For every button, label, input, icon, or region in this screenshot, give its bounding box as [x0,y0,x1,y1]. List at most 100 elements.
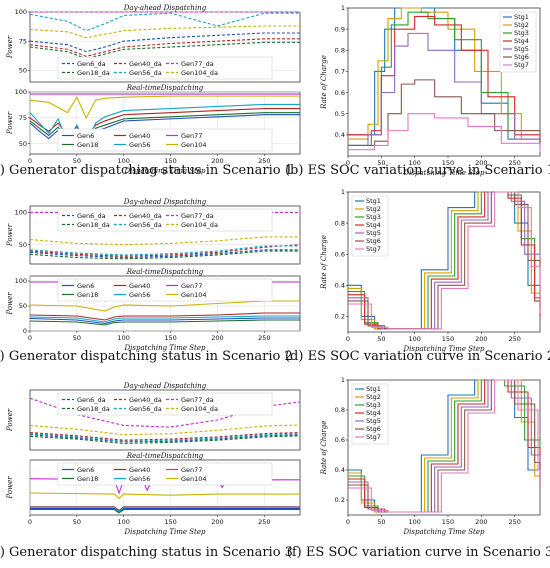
b-soc-ytick-label: 1 [341,4,345,12]
a-real-time-xtick-label: 250 [258,157,270,165]
a-day-ahead-ytick-label: 50 [19,67,27,75]
f-soc-legend-label: Stg2 [366,393,381,401]
f-soc-legend-label: Stg6 [366,425,381,433]
b-soc-ytick-label: 0.5 [335,110,345,118]
f-soc-xtick-label: 200 [475,518,487,526]
a-day-ahead-title: Day-ahead Dispatching [123,4,207,12]
f-soc-legend-label: Stg5 [366,417,381,425]
c-real-time-legend [57,278,273,302]
b-soc-ytick-label: 0.8 [335,46,345,54]
e-day-ahead-legend-label: Gen77_da [181,396,214,404]
c-real-time-chart [28,275,301,333]
c-real-time-xtick-label: 200 [211,334,223,342]
a-day-ahead-legend-label: Gen40_da [129,60,162,68]
b-soc-xtick-label: 250 [508,159,520,167]
b-soc-ytick-label: 0.9 [335,25,345,33]
c-real-time-series-gen40 [29,312,300,321]
a-real-time-ylabel: Power [6,111,14,135]
e-day-ahead-series-gen6_da [29,434,301,443]
b-soc-xlabel: Dispatching Time Step [403,169,485,177]
f-soc-legend-label: Stg4 [366,409,381,417]
e-day-ahead-legend [57,392,273,416]
e-day-ahead-ylabel: Power [6,408,14,432]
e-day-ahead-series-gen56_da [29,433,301,442]
c-real-time-legend-label: Gen77 [181,282,202,290]
d-soc-xtick-label: 250 [508,335,520,343]
a-day-ahead-series-gen18_da [29,41,300,60]
c-real-time-xtick-label: 250 [258,334,270,342]
a-real-time-xtick-label: 0 [28,157,32,165]
b-soc-chart [346,7,541,158]
c-day-ahead-legend-label: Gen18_da [77,221,110,229]
a-day-ahead-ytick-label: 75 [19,37,27,45]
b-soc-legend-label: Stg4 [514,37,529,45]
b-soc-legend-label: Stg7 [514,61,529,69]
b-soc-legend-label: Stg6 [514,53,529,61]
c-real-time-legend-label: Gen6 [77,282,94,290]
f-soc-legend-label: Stg1 [366,385,381,393]
d-soc-ytick-label: 0.8 [335,219,345,227]
c-real-time-ylabel: Power [6,292,14,316]
f-soc-series-stg6 [348,379,541,513]
a-day-ahead-legend-label: Gen77_da [181,60,214,68]
f-soc-ytick-label: 0.8 [335,406,345,414]
d-soc-legend-label: Stg4 [366,221,381,229]
d-soc-legend [351,195,389,257]
f-soc-legend-label: Stg3 [366,401,381,409]
d-soc-ytick-label: 1 [341,188,345,196]
e-day-ahead-legend-label: Gen40_da [129,396,162,404]
b-soc-xtick-label: 0 [346,159,350,167]
e-real-time-xtick-label: 150 [164,518,176,526]
e-real-time-legend-label: Gen18 [77,475,98,483]
a-real-time-xtick-label: 150 [164,157,176,165]
d-soc-series-stg6 [348,191,541,330]
a-day-ahead-legend-label: Gen104_da [181,69,218,77]
f-soc-xtick-label: 0 [346,518,350,526]
d-soc-xtick-label: 100 [408,335,420,343]
e-day-ahead-legend-label: Gen18_da [77,405,110,413]
b-soc-legend-label: Stg5 [514,45,529,53]
b-soc-ytick-label: 0.4 [335,131,345,139]
e-real-time-legend-label: Gen56 [129,475,150,483]
e-day-ahead-title: Day-ahead Dispatching [123,382,207,390]
f-soc-xtick-label: 250 [508,518,520,526]
c-day-ahead-ylabel: Power [6,223,14,247]
a-day-ahead-ytick-label: 100 [15,8,27,16]
e-real-time-xtick-label: 50 [73,518,81,526]
c-day-ahead-legend-label: Gen77_da [181,212,214,220]
e-real-time-series-gen18 [30,508,300,514]
c-day-ahead-legend-label: Gen56_da [129,221,162,229]
d-soc-legend-label: Stg1 [366,197,381,205]
b-soc-legend-label: Stg3 [514,29,529,37]
c-day-ahead-legend-label: Gen6_da [77,212,106,220]
d-soc-chart [346,191,541,334]
f-soc-ylabel: Rate of Charge [320,421,328,476]
d-soc-legend-label: Stg5 [366,229,381,237]
c-real-time-xtick-label: 50 [73,334,81,342]
a-day-ahead-legend-label: Gen56_da [129,69,162,77]
e-day-ahead-legend-label: Gen56_da [129,405,162,413]
a-day-ahead-legend [57,56,273,80]
a-day-ahead-legend-label: Gen6_da [77,60,106,68]
a-real-time-series-gen104 [29,95,300,120]
b-soc-series-stg6 [348,79,541,146]
e-day-ahead-series-gen40_da [29,431,301,441]
caption-f: (f) ES SOC variation curve in Scenario 3 [287,545,550,560]
f-soc-xtick-label: 100 [408,518,420,526]
b-soc-ytick-label: 0.7 [335,68,345,76]
d-soc-legend-label: Stg3 [366,213,381,221]
a-day-ahead-legend-label: Gen18_da [77,69,110,77]
a-real-time-chart [28,91,301,156]
c-day-ahead-ytick-label: 50 [19,241,27,249]
d-soc-ytick-label: 0.2 [335,313,345,321]
a-day-ahead-series-gen56_da [29,12,300,32]
c-day-ahead-ytick-label: 100 [15,209,27,217]
f-soc-series-stg7 [348,379,541,513]
caption-a: (a) Generator dispatching status in Scen… [0,163,293,178]
e-real-time-legend [57,462,273,486]
d-soc-xtick-label: 0 [346,335,350,343]
a-day-ahead-ylabel: Power [6,35,14,59]
a-real-time-ytick-label: 50 [19,140,27,148]
c-day-ahead-legend-label: Gen104_da [181,221,218,229]
